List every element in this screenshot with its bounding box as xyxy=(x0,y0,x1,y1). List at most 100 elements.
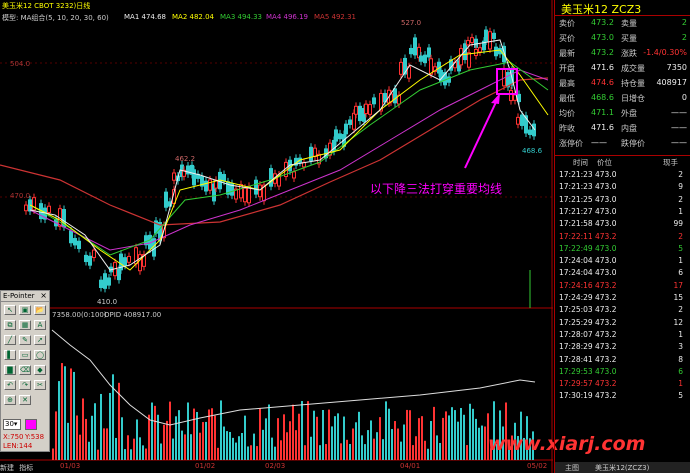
tick-price: 473.0 xyxy=(595,194,617,204)
rect-icon[interactable]: ▭ xyxy=(19,350,31,360)
quote-value: 471.6 xyxy=(591,123,614,132)
tick-time: 17:24:16 xyxy=(559,280,593,290)
tick-price: 473.2 xyxy=(595,305,617,315)
tick-qty: 5 xyxy=(678,391,683,401)
marker-icon[interactable]: ▌ xyxy=(4,350,16,360)
opid-line xyxy=(51,329,536,426)
zoom-icon[interactable]: ⊕ xyxy=(4,395,16,405)
cut-icon[interactable]: ✂ xyxy=(34,380,46,390)
quote-row: 昨收 471.6 内盘 —— xyxy=(557,123,689,135)
tick-price: 473.2 xyxy=(595,391,617,401)
tick-price: 473.0 xyxy=(595,243,617,253)
eraser-icon[interactable]: ⌫ xyxy=(19,365,31,375)
ma-model-label: 模型: MA组合(5, 10, 20, 30, 60) xyxy=(2,14,109,22)
quote-value: 473.2 xyxy=(591,48,614,57)
quote-label: 外盘 xyxy=(621,109,637,118)
quote-value: 468.6 xyxy=(591,93,614,102)
undo-icon[interactable]: ↶ xyxy=(4,380,16,390)
quote-label: 卖价 xyxy=(559,19,575,28)
text-icon[interactable]: A xyxy=(34,320,46,330)
tick-price: 473.2 xyxy=(595,379,617,389)
axis-label-b: 470.0 xyxy=(10,192,31,200)
clear-icon[interactable]: ✕ xyxy=(19,395,31,405)
tick-qty: 99 xyxy=(673,219,683,229)
tab-new[interactable]: 新建 xyxy=(0,464,14,472)
tick-row: 17:28:29 473.2 3 xyxy=(557,342,689,354)
tick-row: 17:25:03 473.2 2 xyxy=(557,305,689,317)
ma2-line xyxy=(29,49,549,271)
quote-label: 买价 xyxy=(559,34,575,43)
tick-row: 17:21:23 473.0 9 xyxy=(557,182,689,194)
tick-qty: 6 xyxy=(678,366,683,376)
tick-price: 473.2 xyxy=(595,354,617,364)
mode-label[interactable]: 主图 xyxy=(565,464,579,472)
price-high-label: 527.0 xyxy=(401,19,422,27)
quote-label: 持仓量 xyxy=(621,79,645,88)
axis-label-a: 504.0 xyxy=(10,60,31,68)
pointer-icon[interactable]: ↖ xyxy=(4,305,16,315)
line-icon[interactable]: ╱ xyxy=(4,335,16,345)
price-low-label: 410.0 xyxy=(97,298,118,306)
candlesticks xyxy=(24,26,536,293)
tick-time: 17:29:57 xyxy=(559,379,593,389)
tick-qty: 2 xyxy=(678,194,683,204)
tick-row: 17:25:29 473.2 12 xyxy=(557,318,689,330)
chart-area[interactable]: 美玉米12 CBOT 3232)日线 模型: MA组合(5, 10, 20, 3… xyxy=(0,0,645,473)
quote-value: 473.0 xyxy=(591,33,614,42)
tick-time: 17:25:03 xyxy=(559,305,593,315)
quote-label: 最高 xyxy=(559,79,575,88)
quote-value: -1.4/0.30% xyxy=(643,48,687,57)
fill-icon[interactable]: ▇ xyxy=(4,365,16,375)
price-mid-label: 462.2 xyxy=(175,155,196,163)
ellipse-icon[interactable]: ◯ xyxy=(34,350,46,360)
volume-bars xyxy=(52,363,534,460)
open-icon[interactable]: 📂 xyxy=(34,305,46,315)
tick-row: 17:24:04 473.0 1 xyxy=(557,256,689,268)
tick-price: 473.2 xyxy=(595,317,617,327)
quote-value: 471.1 xyxy=(591,108,614,117)
symbol-title: 美玉米12 CBOT 3232)日线 xyxy=(2,2,91,10)
save-icon[interactable]: ▣ xyxy=(19,305,31,315)
watermark: www.xiarj.com xyxy=(488,433,646,455)
tab-indicator[interactable]: 指标 xyxy=(19,464,34,472)
quote-label: 昨收 xyxy=(559,124,575,133)
tick-qty: 12 xyxy=(673,317,683,327)
quote-label: 日增仓 xyxy=(621,94,645,103)
len-readout: LEN:144 xyxy=(3,442,33,450)
quote-value: 2 xyxy=(681,18,687,27)
volume-label: 7358.00(0:100) xyxy=(52,311,107,319)
quote-value: 473.2 xyxy=(591,18,614,27)
arrow-icon[interactable]: ➚ xyxy=(34,335,46,345)
tick-row: 17:21:23 473.0 2 xyxy=(557,170,689,182)
tick-time: 17:28:29 xyxy=(559,342,593,352)
epointer-title: E-Pointer xyxy=(1,291,49,302)
tick-price: 473.2 xyxy=(595,293,617,302)
tick-row: 17:24:29 473.2 15 xyxy=(557,293,689,305)
tick-qty: 6 xyxy=(678,268,683,278)
ma3-line xyxy=(29,61,549,256)
pen-icon[interactable]: ✎ xyxy=(19,335,31,345)
color-icon[interactable]: ◆ xyxy=(34,365,46,375)
quote-value: —— xyxy=(591,138,607,147)
ma1-label: MA1 474.68 xyxy=(124,13,166,21)
tick-price: 473.2 xyxy=(595,342,617,352)
size-select[interactable]: 30▾ xyxy=(3,419,21,430)
color-swatch[interactable] xyxy=(25,419,37,430)
grid-icon[interactable]: ▦ xyxy=(19,320,31,330)
price-last-label: 468.6 xyxy=(522,147,543,155)
copy-icon[interactable]: ⧉ xyxy=(4,320,16,330)
tick-qty: 1 xyxy=(678,256,683,266)
epointer-toolbox[interactable]: E-Pointer × ↖ ▣ 📂 ⧉ ▦ A ╱ ✎ ➚ ▌ ▭ ◯ ▇ ⌫ ◆ ↶ ↷ ✂ ⊕ ✕ 30▾ X:7… xyxy=(0,290,50,452)
annotation-arrow xyxy=(464,99,498,169)
tick-price: 473.0 xyxy=(595,182,617,192)
quote-label: 跌停价 xyxy=(621,139,645,148)
tick-time: 17:29:53 xyxy=(559,366,593,376)
tick-time: 17:21:58 xyxy=(559,219,593,229)
tick-row: 17:28:41 473.2 8 xyxy=(557,355,689,367)
quote-row: 涨停价 —— 跌停价 —— xyxy=(557,138,689,150)
quote-label: 均价 xyxy=(559,109,575,118)
tick-time: 17:21:23 xyxy=(559,182,593,192)
redo-icon[interactable]: ↷ xyxy=(19,380,31,390)
ma5-label: MA5 492.31 xyxy=(314,13,356,21)
close-icon[interactable]: × xyxy=(40,291,47,300)
